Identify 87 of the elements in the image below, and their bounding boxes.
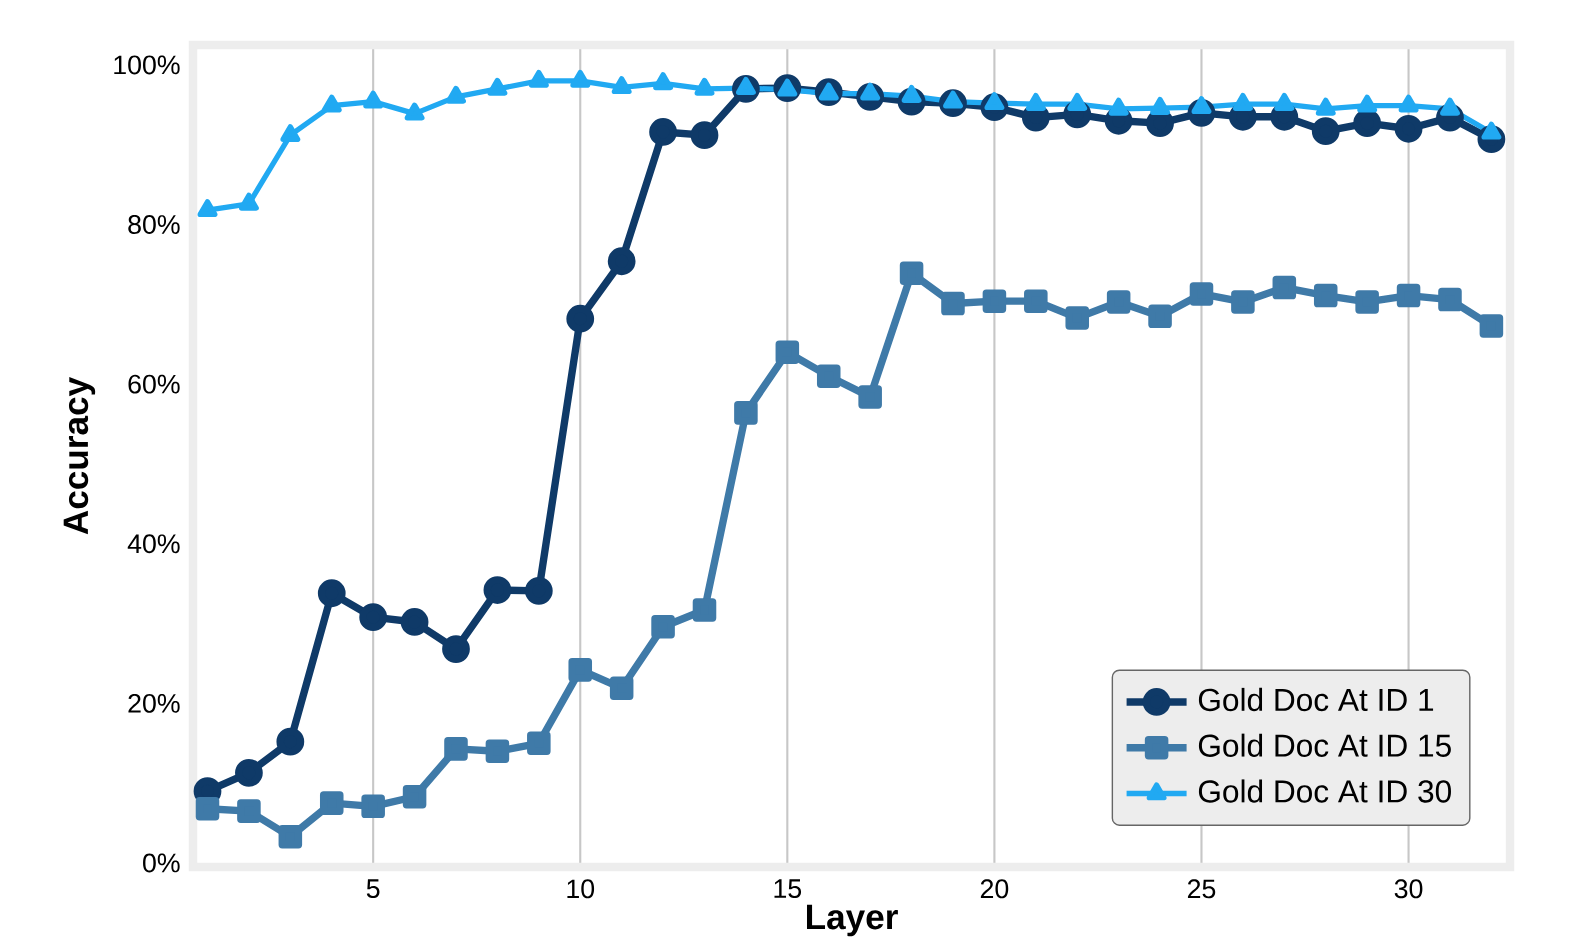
point [280, 124, 301, 143]
y-tick-label: 20% [128, 693, 180, 713]
point [1189, 282, 1214, 306]
point [276, 727, 305, 756]
point [1025, 92, 1046, 111]
point [1394, 114, 1423, 143]
point [1357, 94, 1378, 113]
x-tick-label: 15 [774, 879, 802, 899]
point [1150, 96, 1171, 115]
point [197, 199, 218, 218]
point [1274, 92, 1295, 111]
point [195, 796, 220, 821]
y-axis-title: Accuracy [63, 377, 96, 535]
point [444, 737, 468, 761]
y-tick-label: 40% [127, 534, 180, 554]
point [1106, 290, 1131, 314]
y-tick-label: 100% [114, 55, 180, 75]
x-tick-label: 20 [980, 879, 1009, 899]
point [1108, 97, 1129, 116]
legend-label: Gold Doc At ID 30 [1198, 779, 1451, 803]
point [1440, 97, 1460, 116]
point [651, 614, 675, 639]
point [649, 118, 677, 146]
point [1148, 304, 1172, 329]
point [321, 94, 342, 113]
y-tick-label: 80% [128, 215, 180, 235]
point [1438, 287, 1462, 312]
point [570, 69, 591, 88]
point [1065, 306, 1090, 330]
point [653, 72, 674, 91]
x-tick-label: 10 [567, 879, 595, 899]
y-tick-label: 0% [143, 853, 180, 873]
point [1232, 92, 1253, 111]
point [404, 102, 425, 121]
legend-label: Gold Doc At ID 1 [1198, 687, 1434, 712]
point [566, 304, 595, 333]
point [235, 758, 263, 787]
point [527, 731, 551, 756]
point [1396, 283, 1421, 308]
point [238, 192, 259, 211]
point [487, 77, 508, 96]
point [692, 598, 717, 622]
point [483, 576, 512, 604]
point [858, 385, 882, 409]
point [1311, 117, 1340, 146]
point [941, 291, 965, 316]
point [1231, 290, 1255, 314]
point [317, 579, 346, 608]
y-tick-label: 60% [128, 374, 180, 394]
point [319, 791, 344, 815]
x-tick-label: 30 [1394, 879, 1423, 899]
point [816, 364, 841, 388]
point [734, 401, 758, 425]
point [446, 85, 466, 104]
point [278, 824, 303, 849]
point [1355, 290, 1379, 314]
point [1272, 275, 1297, 300]
point [237, 799, 261, 823]
point [1315, 97, 1336, 116]
point [1024, 289, 1048, 313]
point [609, 676, 634, 700]
x-axis-title: Layer [806, 904, 898, 937]
point [611, 76, 632, 95]
point [1353, 109, 1382, 138]
point [528, 69, 549, 88]
x-tick-label: 5 [366, 879, 380, 899]
point [568, 658, 593, 682]
point [442, 635, 470, 663]
point [359, 603, 388, 632]
point [1398, 94, 1419, 113]
point [361, 794, 385, 819]
point [1067, 92, 1088, 111]
legend-label: Gold Doc At ID 15 [1198, 733, 1451, 757]
point [982, 289, 1007, 313]
point [1313, 283, 1338, 308]
point [402, 784, 427, 809]
point [775, 340, 800, 365]
point [690, 121, 719, 150]
point [899, 261, 924, 285]
point [363, 90, 384, 109]
point [524, 576, 553, 605]
point [400, 608, 429, 636]
point [485, 739, 510, 764]
point [607, 247, 636, 276]
point [694, 77, 715, 96]
x-tick-label: 25 [1187, 879, 1216, 899]
point [1479, 314, 1504, 338]
